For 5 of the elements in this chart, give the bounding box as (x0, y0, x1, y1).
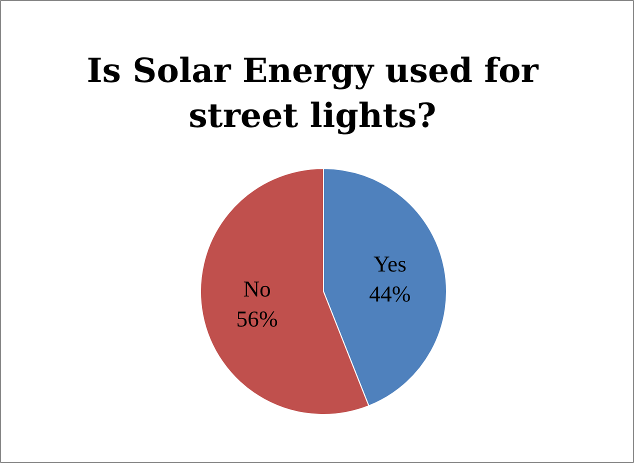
slice-label: No (243, 276, 271, 302)
slice-label: Yes (373, 251, 406, 276)
data-label: 44% (369, 281, 411, 306)
data-label: 56% (236, 306, 278, 332)
chart-title: Is Solar Energy used for street lights? (86, 51, 539, 135)
